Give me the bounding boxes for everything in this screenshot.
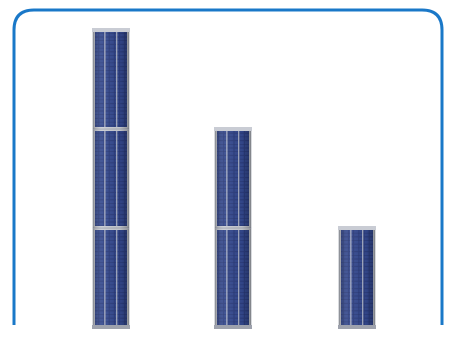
solar-panel: [92, 29, 130, 130]
solar-panel: [214, 128, 252, 229]
panel-base: [338, 325, 376, 329]
panel-top-cap: [92, 28, 130, 32]
solar-panel: [214, 227, 252, 328]
panel-base: [214, 325, 252, 329]
column-middle: [214, 127, 252, 329]
rounded-frame-border: [12, 8, 444, 325]
column-left: [92, 28, 130, 329]
panel-top-cap: [214, 127, 252, 131]
solar-panel: [338, 227, 376, 328]
column-right: [338, 226, 376, 329]
solar-panel: [92, 128, 130, 229]
panel-top-cap: [338, 226, 376, 230]
solar-panel: [92, 227, 130, 328]
panel-base: [92, 325, 130, 329]
